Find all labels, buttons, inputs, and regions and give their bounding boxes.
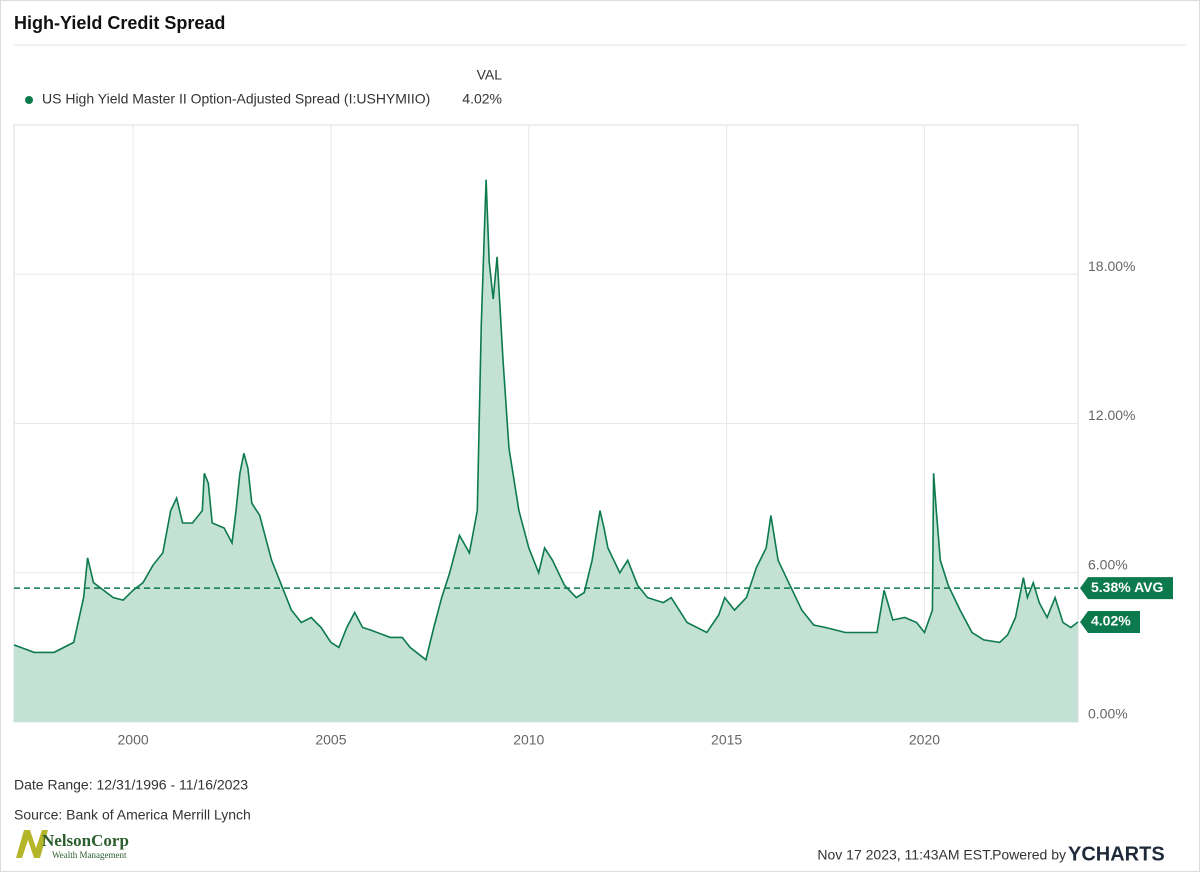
legend-dot	[25, 96, 33, 104]
chart-title: High-Yield Credit Spread	[14, 13, 225, 33]
logo-sub: Wealth Management	[52, 850, 127, 860]
y-tick-label: 0.00%	[1088, 706, 1128, 722]
line	[13, 179, 1079, 662]
last-tag	[1080, 611, 1140, 634]
source: Source: Bank of America Merrill Lynch	[14, 807, 251, 823]
x-tick-label: 2005	[315, 732, 346, 748]
legend-label: US High Yield Master II Option-Adjusted …	[42, 91, 430, 107]
y-tick-label: 18.00%	[1088, 258, 1135, 274]
legend-header: VAL	[477, 67, 503, 83]
area	[14, 179, 1078, 722]
x-tick-label: 2010	[513, 732, 544, 748]
timestamp: Nov 17 2023, 11:43AM EST.	[817, 847, 993, 863]
x-tick-label: 2015	[711, 732, 742, 748]
x-tick-label: 2020	[909, 732, 940, 748]
average-label: 5.38% AVG	[1091, 579, 1163, 595]
last-tag-label: 4.02%	[1091, 613, 1131, 629]
average-tag	[1080, 577, 1173, 600]
date-range: Date Range: 12/31/1996 - 11/16/2023	[14, 777, 248, 793]
logo-mark	[16, 830, 48, 858]
brand: YCHARTS	[1068, 843, 1165, 865]
powered-by: Powered by	[992, 847, 1066, 863]
y-tick-label: 12.00%	[1088, 407, 1135, 423]
legend-value: 4.02%	[462, 91, 502, 107]
y-tick-label: 6.00%	[1088, 556, 1128, 572]
x-tick-label: 2000	[118, 732, 149, 748]
logo-name: NelsonCorp	[42, 831, 129, 850]
